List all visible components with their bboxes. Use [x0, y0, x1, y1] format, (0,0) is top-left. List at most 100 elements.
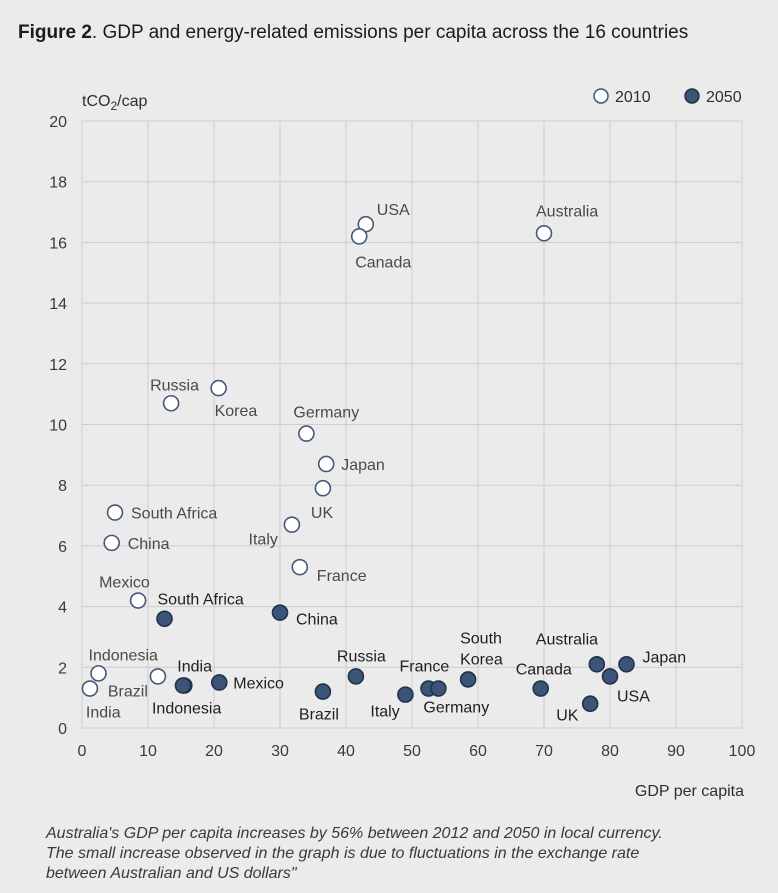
legend: 2010 2050 [593, 88, 742, 106]
point-label-2050-indonesia: Indonesia [152, 701, 221, 718]
point-2050-russia [347, 668, 365, 685]
point-label-2010-usa: USA [377, 202, 410, 219]
figure-title: Figure 2. GDP and energy-related emissio… [18, 22, 688, 44]
y-tick-label: 2 [58, 660, 67, 677]
legend-marker-2050 [684, 88, 700, 104]
y-tick-label: 16 [49, 235, 67, 252]
data-points [81, 215, 635, 713]
point-label-2010-india: India [86, 705, 121, 722]
y-tick-label: 10 [49, 418, 67, 435]
x-tick-label: 0 [78, 743, 87, 760]
point-label-2050-uk: UK [556, 708, 579, 725]
point-labels: USA Canada Australia Russia Korea Germany Japa… [86, 202, 686, 725]
legend-label-2010: 2010 [615, 89, 651, 106]
point-label-2050-italy: Italy [370, 704, 399, 721]
point-label-2050-china: China [296, 612, 338, 629]
point-2050-brazil [314, 683, 332, 700]
figure-title-text: . GDP and energy-related emissions per c… [91, 22, 689, 43]
point-2010-china [103, 534, 120, 552]
point-label-2050-japan: Japan [643, 649, 687, 666]
point-2010-korea [210, 379, 227, 397]
point-2050-south-africa [156, 610, 173, 628]
axis-labels: tCO2/cap GDP per capita [82, 93, 744, 800]
x-tick-label: 60 [469, 743, 487, 760]
x-tick-label: 50 [403, 743, 421, 760]
point-label-2010-china: China [128, 536, 170, 553]
x-tick-label: 70 [535, 743, 553, 760]
y-axis-label: tCO2/cap [82, 93, 147, 113]
point-label-2010-italy: Italy [249, 532, 278, 549]
y-tick-label: 14 [49, 296, 67, 313]
point-label-2010-indonesia: Indonesia [89, 647, 158, 664]
point-2010-mexico [129, 592, 147, 609]
point-label-2050-france: France [400, 659, 450, 676]
x-tick-label: 40 [337, 743, 355, 760]
point-label-2010-france: France [317, 568, 367, 585]
x-tick-label: 10 [139, 743, 157, 760]
y-tick-label: 0 [58, 721, 67, 738]
y-tick-label: 12 [49, 357, 67, 374]
point-label-2010-germany: Germany [293, 405, 359, 422]
legend-marker-2010 [593, 88, 609, 104]
point-label-2010-mexico: Mexico [99, 575, 150, 592]
footnote-line-1: Australia's GDP per capita increases by … [46, 825, 663, 842]
point-2050-italy [397, 686, 414, 703]
x-tick-label: 20 [205, 743, 223, 760]
point-label-2010-japan: Japan [341, 457, 385, 474]
footnote-line-2: The small increase observed in the graph… [46, 845, 640, 862]
point-2010-india [81, 680, 99, 697]
point-label-2050-brazil: Brazil [299, 707, 339, 724]
point-2050-indonesia [174, 677, 192, 694]
tick-labels: 0 10 20 30 40 50 60 70 80 90 100 0 2 4 6 8 10 12 14 16 18 20 [49, 114, 755, 760]
point-label-2010-uk: UK [311, 505, 334, 522]
point-2050-usa [601, 668, 619, 685]
point-label-2050-russia: Russia [337, 648, 386, 665]
point-label-2050-australia: Australia [536, 631, 598, 648]
footnote: Australia's GDP per capita increases by … [46, 824, 766, 884]
point-2010-japan [317, 455, 335, 473]
point-2050-germany [430, 680, 447, 697]
x-tick-label: 30 [271, 743, 289, 760]
footnote-line-3: between Australian and US dollars" [46, 865, 297, 882]
y-tick-label: 6 [58, 539, 67, 556]
figure-label: Figure 2 [18, 22, 92, 43]
legend-label-2050: 2050 [706, 89, 742, 106]
point-2010-italy [283, 516, 301, 533]
point-2050-south-korea [459, 671, 477, 688]
y-tick-label: 8 [58, 478, 67, 495]
point-2010-australia [535, 224, 553, 242]
grid [81, 120, 743, 729]
point-label-2050-south-korea: South Korea [460, 630, 503, 668]
point-2010-indonesia [90, 665, 107, 682]
point-2010-canada [350, 228, 368, 245]
x-tick-label: 100 [729, 743, 756, 760]
y-tick-label: 4 [58, 600, 67, 617]
point-label-2050-germany: Germany [423, 700, 489, 717]
point-label-2010-brazil: Brazil [108, 683, 148, 700]
point-2050-mexico [210, 674, 228, 691]
point-2050-canada [532, 680, 550, 697]
point-label-2010-russia: Russia [150, 377, 199, 394]
point-2050-uk [581, 695, 599, 713]
point-2010-germany [298, 425, 315, 442]
x-tick-label: 90 [667, 743, 685, 760]
point-label-2050-mexico: Mexico [233, 675, 284, 692]
point-label-2050-canada: Canada [516, 662, 572, 679]
x-axis-label: GDP per capita [635, 783, 744, 800]
point-2010-south-africa [106, 504, 124, 521]
point-label-2010-korea: Korea [215, 403, 258, 420]
point-2010-uk [314, 479, 332, 497]
point-label-2050-south-africa: South Africa [158, 592, 244, 609]
point-2050-japan [618, 655, 635, 673]
point-2050-china [271, 604, 289, 621]
point-label-2010-canada: Canada [355, 254, 411, 271]
point-label-2010-south-africa: South Africa [131, 506, 217, 523]
point-2010-russia [162, 394, 180, 412]
point-2010-brazil [149, 668, 167, 685]
y-tick-label: 20 [49, 114, 67, 131]
point-2010-france [291, 558, 309, 576]
point-label-2050-india: India [177, 659, 212, 676]
point-label-2050-usa: USA [617, 688, 650, 705]
x-tick-label: 80 [601, 743, 619, 760]
